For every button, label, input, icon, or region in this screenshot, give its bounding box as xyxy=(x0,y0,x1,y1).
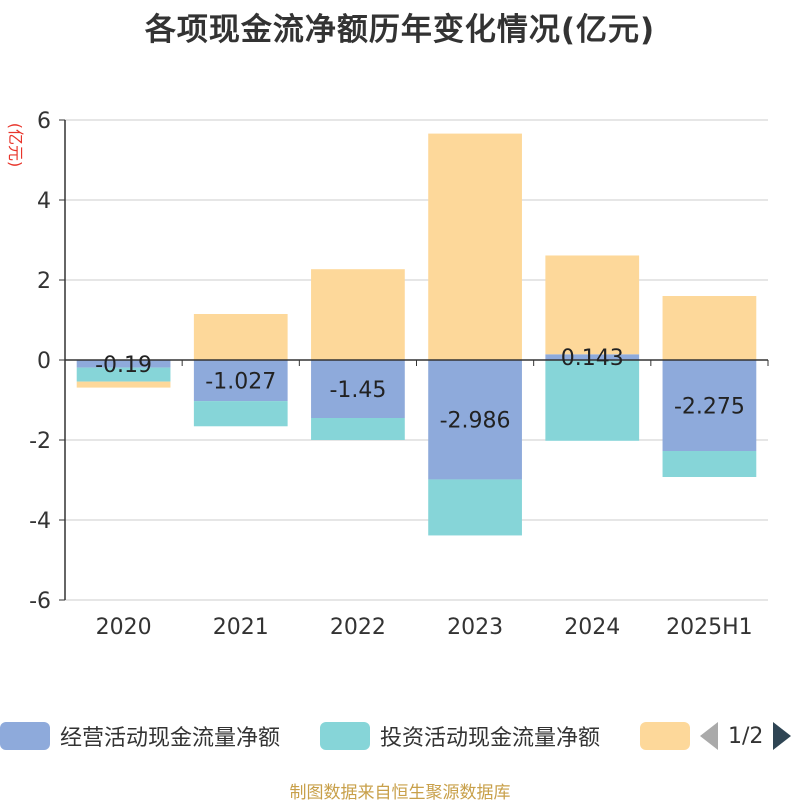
legend-label-investing: 投资活动现金流量净额 xyxy=(380,726,601,751)
bar-1-2021 xyxy=(193,360,288,402)
bar-1-2020 xyxy=(76,360,171,368)
data-label: -0.19 xyxy=(95,353,152,378)
bar-1-2022 xyxy=(311,360,405,418)
x-tick-label: 2024 xyxy=(564,615,620,640)
bar-3-2024 xyxy=(545,255,640,355)
bar-2-2024 xyxy=(545,360,640,441)
legend: 经营活动现金流量净额 投资活动现金流量净额 1/2 xyxy=(0,716,800,756)
axes: 6 4 2 0 -2 -4 -6 2020 2021 2022 2023 2024 2025H1 xyxy=(29,109,769,640)
x-tick-label: 2023 xyxy=(447,615,503,640)
bar-2-2020 xyxy=(76,367,171,382)
pager-text: 1/2 xyxy=(728,723,764,749)
bar-2-2021 xyxy=(193,401,288,427)
bar-3-2022 xyxy=(311,269,405,360)
legend-swatch-operating xyxy=(0,722,50,750)
source-note: 制图数据来自恒生聚源数据库 xyxy=(289,783,511,803)
data-label: -1.027 xyxy=(205,370,276,395)
y-tick-label: 6 xyxy=(37,109,51,134)
data-label: -2.275 xyxy=(674,395,745,420)
legend-item-operating[interactable]: 经营活动现金流量净额 xyxy=(0,716,280,756)
legend-item-investing[interactable]: 投资活动现金流量净额 xyxy=(320,716,600,756)
legend-label-operating: 经营活动现金流量净额 xyxy=(60,726,281,751)
x-tick-label: 2020 xyxy=(96,615,152,640)
data-labels: -0.19 -1.027 -1.45 -2.986 0.143 -2.275 xyxy=(95,346,745,434)
x-tick-label: 2021 xyxy=(213,615,269,640)
data-label: -1.45 xyxy=(329,378,386,403)
data-label: 0.143 xyxy=(561,346,624,371)
y-tick-label: -6 xyxy=(29,589,51,614)
bar-3-2021 xyxy=(193,314,288,360)
bar-2-2025H1 xyxy=(662,451,757,477)
bar-3-2020 xyxy=(76,381,171,388)
x-tick-label: 2025H1 xyxy=(666,615,753,640)
y-axis-title: (亿元) xyxy=(6,123,25,168)
y-tick-label: 2 xyxy=(37,269,51,294)
bar-1-2024 xyxy=(545,354,640,360)
bar-1-2023 xyxy=(428,360,522,480)
pager-prev-icon[interactable] xyxy=(700,722,718,750)
grid-lines xyxy=(65,119,768,601)
pager-next-icon[interactable] xyxy=(773,722,792,750)
legend-pager: 1/2 xyxy=(700,716,792,756)
legend-item-third[interactable] xyxy=(640,716,700,756)
bar-3-2025H1 xyxy=(662,296,757,360)
data-label: -2.986 xyxy=(440,409,511,434)
legend-swatch-investing xyxy=(320,722,370,750)
x-tick-label: 2022 xyxy=(330,615,386,640)
bars xyxy=(76,133,757,536)
y-tick-label: -2 xyxy=(29,429,51,454)
bar-1-2025H1 xyxy=(662,360,757,451)
bar-2-2023 xyxy=(428,479,522,536)
y-tick-label: -4 xyxy=(29,509,51,534)
legend-swatch-third xyxy=(640,722,690,750)
y-tick-label: 4 xyxy=(37,189,51,214)
y-tick-label: 0 xyxy=(37,349,51,374)
bar-3-2023 xyxy=(428,133,522,360)
chart-title: 各项现金流净额历年变化情况(亿元) xyxy=(144,12,656,48)
bar-2-2022 xyxy=(311,418,405,440)
